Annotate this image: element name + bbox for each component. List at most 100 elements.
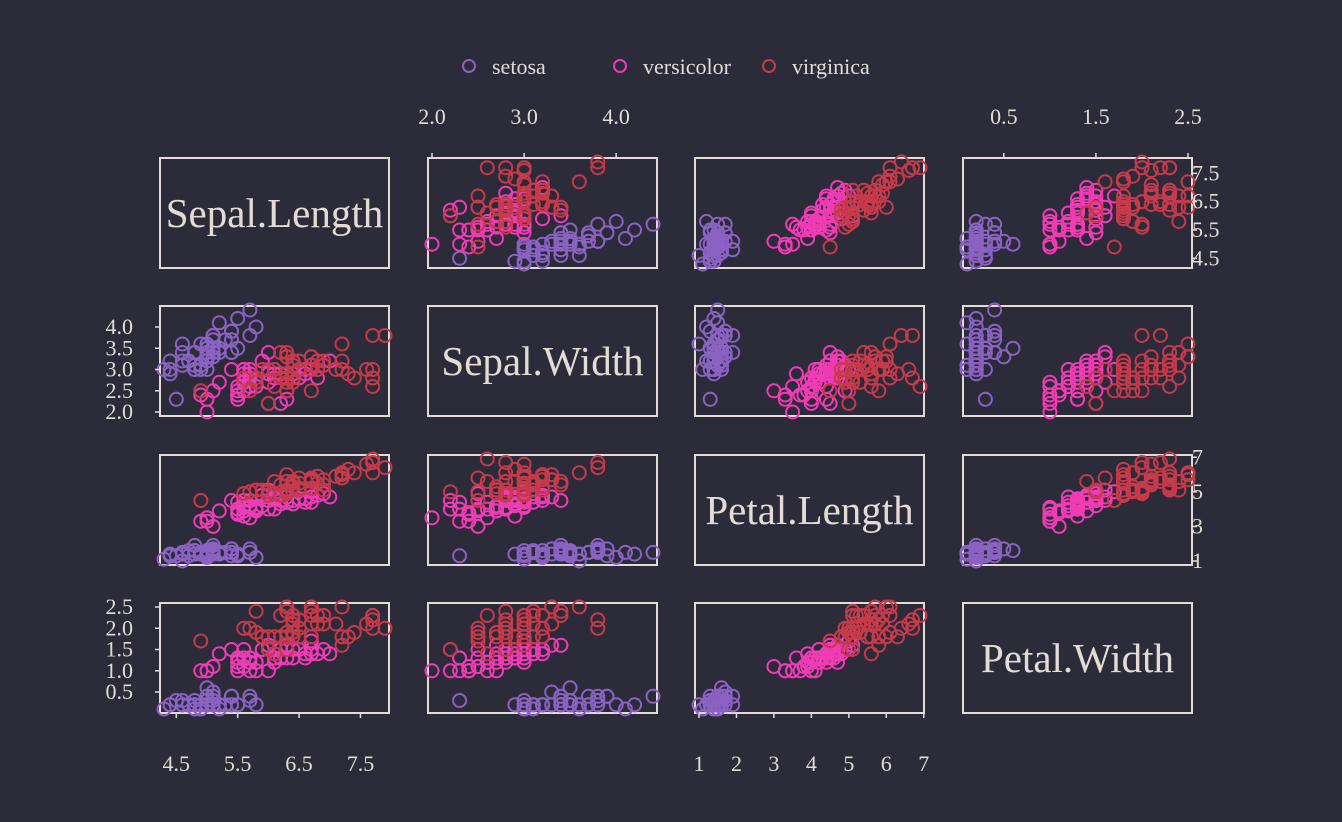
point-versicolor [479, 501, 495, 517]
point-versicolor [489, 231, 504, 246]
point-setosa [544, 236, 560, 252]
point-virginica [1171, 357, 1187, 373]
point-virginica [860, 362, 876, 377]
variable-label-petal-length: Petal.Length [705, 487, 913, 533]
panel-frame [694, 305, 925, 417]
point-virginica [863, 188, 879, 204]
point-setosa [968, 349, 984, 365]
point-setosa [452, 693, 468, 708]
point-virginica [498, 642, 514, 657]
point-setosa [996, 349, 1012, 365]
point-versicolor [452, 494, 468, 510]
point-virginica [1116, 197, 1131, 212]
point-virginica [470, 216, 486, 232]
point-virginica [507, 629, 523, 645]
point-virginica [498, 168, 514, 184]
panel-sepal-length-vs-sepal-length: Sepal.Length [159, 157, 390, 269]
point-virginica [498, 620, 514, 636]
point-setosa [959, 362, 975, 377]
point-virginica [1143, 349, 1159, 365]
point-virginica [1106, 383, 1122, 399]
point-virginica [863, 646, 879, 662]
point-virginica [912, 608, 928, 623]
point-virginica [248, 374, 264, 390]
point-setosa [959, 546, 975, 562]
point-virginica [470, 188, 486, 204]
point-setosa [968, 222, 984, 238]
point-versicolor [553, 208, 569, 224]
left-tick-label: 3.5 [106, 335, 134, 360]
point-setosa [987, 544, 1003, 560]
point-versicolor [1070, 202, 1085, 218]
point-setosa [977, 345, 993, 360]
panel-frame [962, 305, 1193, 417]
point-versicolor [205, 518, 221, 534]
point-setosa [645, 688, 661, 704]
point-virginica [535, 174, 550, 190]
point-virginica [1162, 379, 1178, 394]
point-versicolor [279, 391, 295, 407]
point-setosa [525, 701, 541, 717]
point-setosa [987, 345, 1003, 360]
point-versicolor [452, 663, 468, 679]
point-virginica [479, 451, 495, 467]
bottom-tick-label: 3 [768, 751, 779, 776]
point-versicolor [1070, 374, 1085, 390]
point-virginica [516, 194, 532, 210]
point-virginica [303, 599, 319, 615]
point-virginica [822, 383, 838, 399]
point-setosa [645, 544, 661, 560]
point-virginica [837, 620, 853, 636]
panel-frame [159, 157, 390, 269]
point-setosa [608, 214, 624, 229]
point-virginica [878, 629, 894, 645]
variable-label-sepal-width: Sepal.Width [441, 338, 643, 384]
panel-frame [427, 602, 658, 714]
point-virginica [1079, 205, 1095, 221]
point-virginica [1125, 374, 1141, 390]
point-versicolor [792, 663, 808, 679]
point-versicolor [1042, 236, 1058, 252]
point-virginica [254, 629, 270, 645]
right-tick-label: 7.5 [1192, 160, 1220, 185]
point-virginica [882, 608, 898, 623]
point-virginica [279, 345, 295, 360]
point-virginica [1079, 474, 1095, 489]
point-virginica [1152, 455, 1168, 470]
point-virginica [377, 328, 393, 343]
point-virginica [479, 474, 495, 489]
point-virginica [1162, 160, 1178, 176]
point-versicolor [1042, 506, 1058, 522]
point-virginica [516, 211, 532, 227]
point-versicolor [1060, 379, 1076, 394]
point-setosa [627, 697, 643, 713]
point-setosa [452, 250, 468, 266]
point-setosa [968, 311, 984, 326]
point-virginica [1116, 362, 1131, 377]
point-virginica [1134, 353, 1150, 369]
point-setosa [571, 701, 587, 717]
point-setosa [977, 391, 993, 407]
point-setosa [968, 253, 984, 269]
variable-label-petal-width: Petal.Width [981, 635, 1174, 681]
point-virginica [470, 629, 486, 645]
point-setosa [211, 315, 227, 331]
point-setosa [507, 697, 523, 713]
point-versicolor [242, 654, 258, 670]
panel-frame [962, 454, 1193, 566]
point-setosa [702, 697, 718, 713]
point-virginica [867, 608, 883, 623]
point-setosa [242, 328, 258, 343]
point-setosa [617, 231, 633, 246]
point-setosa [168, 548, 184, 564]
point-virginica [525, 482, 541, 498]
point-virginica [516, 160, 532, 176]
point-virginica [890, 366, 905, 382]
point-virginica [535, 608, 550, 623]
point-virginica [875, 185, 890, 201]
point-versicolor [535, 211, 550, 227]
point-versicolor [1042, 208, 1058, 224]
point-virginica [1152, 160, 1168, 176]
point-versicolor [1088, 188, 1104, 204]
point-versicolor [516, 225, 532, 241]
